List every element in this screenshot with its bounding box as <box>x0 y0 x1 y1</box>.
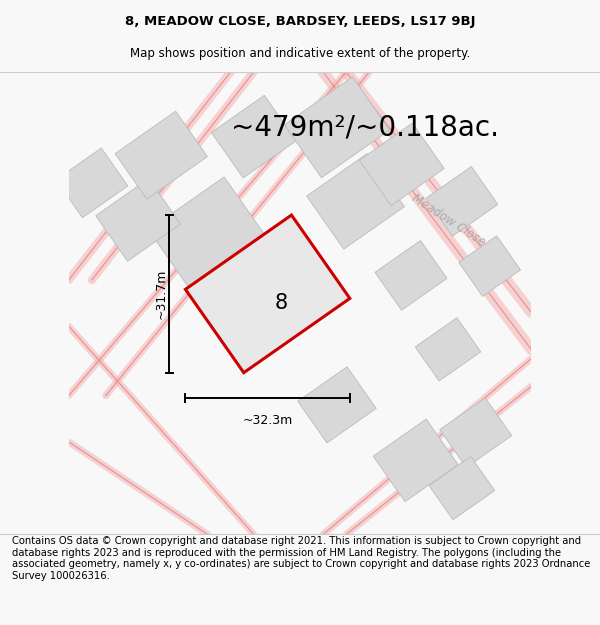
Polygon shape <box>56 148 128 218</box>
Polygon shape <box>185 215 350 372</box>
Polygon shape <box>359 123 444 206</box>
Polygon shape <box>440 398 512 468</box>
Polygon shape <box>429 456 494 520</box>
Text: Map shows position and indicative extent of the property.: Map shows position and indicative extent… <box>130 48 470 61</box>
Polygon shape <box>415 318 481 381</box>
Polygon shape <box>373 419 458 502</box>
Polygon shape <box>307 154 404 249</box>
Text: 8, MEADOW CLOSE, BARDSEY, LEEDS, LS17 9BJ: 8, MEADOW CLOSE, BARDSEY, LEEDS, LS17 9B… <box>125 15 475 28</box>
Polygon shape <box>459 236 521 296</box>
Text: ~479m²/~0.118ac.: ~479m²/~0.118ac. <box>230 113 499 141</box>
Polygon shape <box>426 166 498 236</box>
Polygon shape <box>298 367 376 443</box>
Text: ~32.3m: ~32.3m <box>242 414 293 428</box>
Polygon shape <box>95 179 181 261</box>
Text: 8: 8 <box>275 293 288 313</box>
Polygon shape <box>115 111 208 199</box>
Polygon shape <box>148 177 266 291</box>
Polygon shape <box>375 241 447 310</box>
Text: Meadow Close: Meadow Close <box>409 191 487 249</box>
Text: Contains OS data © Crown copyright and database right 2021. This information is : Contains OS data © Crown copyright and d… <box>12 536 590 581</box>
Polygon shape <box>284 77 389 178</box>
Text: ~31.7m: ~31.7m <box>154 269 167 319</box>
Polygon shape <box>211 96 296 178</box>
